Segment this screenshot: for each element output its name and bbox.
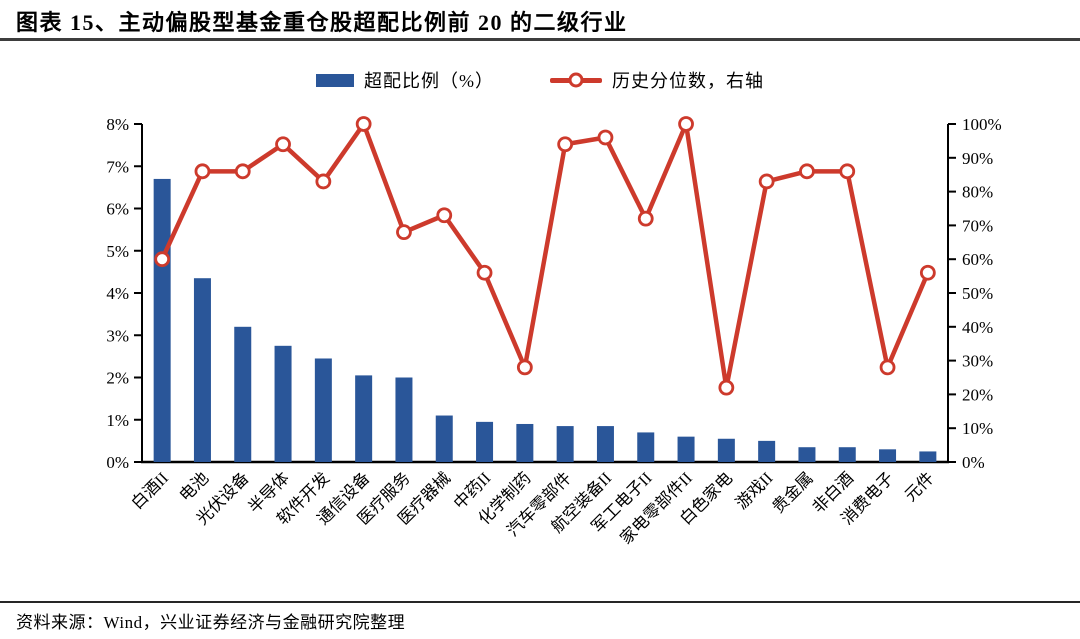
line-marker (678, 116, 694, 132)
bar (435, 415, 453, 462)
line-marker (879, 359, 896, 376)
bar (838, 447, 856, 462)
line-marker (436, 207, 453, 224)
bar (717, 438, 735, 462)
right-axis-tick-label: 10% (962, 419, 993, 438)
left-axis-tick-label: 8% (106, 115, 129, 134)
line-marker (839, 163, 856, 180)
line-marker (355, 116, 372, 132)
right-axis-tick-label: 100% (962, 115, 1002, 134)
right-axis-tick-label: 0% (962, 453, 985, 472)
chart-svg: 0% 1% 2% 3% 4% 5% 6% 7% 8% 0% 10% 20% 30% 40% 50% 60% 70… (106, 115, 1002, 548)
line-marker (758, 173, 775, 190)
bar (234, 326, 252, 462)
footer-divider (0, 601, 1080, 603)
figure-title: 图表 15、主动偏股型基金重仓股超配比例前 20 的二级行业 (16, 10, 628, 35)
x-category-label: 贵金属 (768, 468, 816, 516)
right-axis-tick-label: 70% (962, 216, 993, 235)
left-axis-tick-label: 7% (106, 157, 129, 176)
legend-item-line-series: 历史分位数，右轴 (550, 67, 764, 93)
left-axis-tick-label: 3% (106, 326, 129, 345)
left-axis-tick-label: 0% (106, 453, 129, 472)
line-marker-icon (568, 72, 584, 88)
line-marker (396, 224, 412, 241)
left-axis-tick-label: 1% (106, 411, 129, 430)
bar (677, 436, 695, 462)
bar (355, 375, 373, 462)
left-axis-tick-label: 2% (106, 369, 129, 388)
line-series-label: 历史分位数，右轴 (612, 71, 764, 91)
line-series-swatch (550, 72, 602, 88)
line-marker (516, 359, 533, 376)
bar (516, 423, 534, 462)
chart-legend: 超配比例（%） 历史分位数，右轴 (0, 67, 1080, 93)
bar (919, 451, 937, 462)
bar (798, 447, 816, 462)
bar (153, 178, 171, 463)
bar (476, 421, 494, 462)
line-marker (637, 210, 654, 227)
source-note: 资料来源：Wind，兴业证券经济与金融研究院整理 (16, 613, 406, 632)
line-marker (154, 251, 171, 268)
right-axis-tick-label: 20% (962, 385, 993, 404)
right-axis-tick-label: 40% (962, 318, 993, 337)
line-marker (476, 264, 493, 281)
bar (596, 426, 614, 462)
line-marker (799, 163, 815, 180)
bar (879, 449, 897, 462)
left-axis-tick-label: 5% (106, 242, 129, 261)
line-marker (718, 379, 735, 396)
line-marker (919, 264, 936, 281)
x-category-label: 元件 (901, 468, 938, 505)
right-axis-tick-label: 80% (962, 183, 993, 202)
line-marker (557, 136, 574, 153)
line-marker (275, 136, 291, 153)
right-axis-tick-label: 90% (962, 149, 993, 168)
bar (193, 278, 211, 462)
x-category-label: 白酒II (127, 468, 172, 513)
line-marker (234, 163, 251, 180)
left-axis-tick-label: 4% (106, 284, 129, 303)
line-marker (194, 163, 211, 180)
title-divider (0, 38, 1080, 41)
right-axis-tick-label: 30% (962, 352, 993, 371)
left-axis-tick-label: 6% (106, 200, 129, 219)
bar (758, 440, 776, 462)
bar (314, 358, 332, 462)
line-marker (315, 173, 332, 190)
line-marker (597, 129, 614, 146)
right-axis-tick-label: 50% (962, 284, 993, 303)
bar (395, 377, 413, 462)
legend-item-bar-series: 超配比例（%） (316, 67, 494, 93)
bar-series-swatch (316, 73, 354, 87)
bar (556, 426, 574, 462)
bar (637, 432, 655, 462)
right-axis-tick-label: 60% (962, 250, 993, 269)
bar (274, 345, 292, 462)
bar-series-label: 超配比例（%） (364, 71, 494, 91)
